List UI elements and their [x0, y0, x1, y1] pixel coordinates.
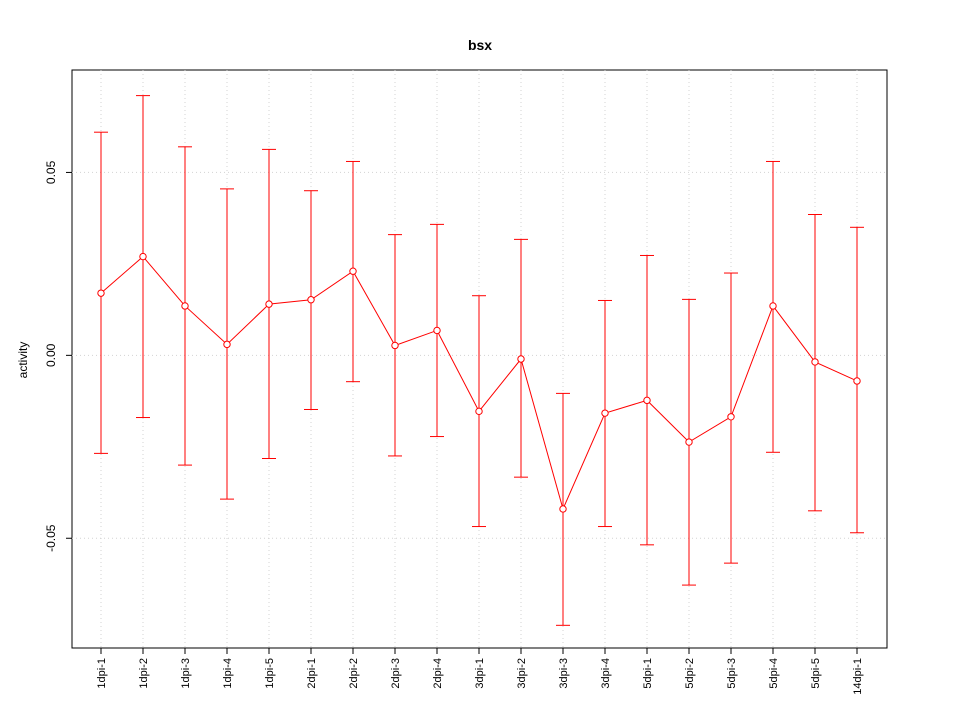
data-point	[307, 296, 315, 304]
series-layer	[94, 95, 864, 626]
data-point	[853, 377, 861, 385]
x-tick-label: 3dpi-3	[558, 658, 570, 689]
x-tick-label: 14dpi-1	[852, 658, 864, 695]
x-tick-label: 5dpi-2	[684, 658, 696, 689]
data-point	[349, 267, 357, 275]
y-tick-label: -0.05	[44, 524, 58, 552]
x-tick-label: 5dpi-4	[768, 658, 780, 689]
x-tick-label: 2dpi-1	[306, 658, 318, 689]
x-tick-label: 2dpi-2	[348, 658, 360, 689]
data-point	[727, 413, 735, 421]
x-tick-label: 5dpi-5	[810, 658, 822, 689]
x-tick-label: 1dpi-5	[264, 658, 276, 689]
x-tick-label: 5dpi-1	[642, 658, 654, 689]
data-point	[685, 438, 693, 446]
y-tick-label: 0.00	[44, 343, 58, 367]
data-point	[139, 252, 147, 261]
x-tick-label: 3dpi-2	[516, 658, 528, 689]
x-tick-label: 3dpi-4	[600, 658, 612, 689]
data-point	[769, 302, 777, 310]
x-tick-label: 1dpi-2	[138, 658, 150, 689]
data-point	[223, 340, 231, 349]
x-tick-label: 1dpi-3	[180, 658, 192, 689]
chart-title: bsx	[468, 37, 492, 53]
data-point	[97, 289, 105, 297]
x-tick-label: 2dpi-3	[390, 658, 402, 689]
data-point	[181, 302, 189, 310]
data-point	[391, 341, 399, 350]
x-tick-label: 1dpi-1	[96, 658, 108, 689]
data-point	[559, 505, 567, 513]
axis-layer: 0.05 0.00 -0.05 1dpi-1 1dpi-2 1dpi-3 1dpi-4 1dp…	[44, 160, 864, 694]
x-tick-label: 5dpi-3	[726, 658, 738, 689]
data-point	[811, 358, 819, 366]
data-point	[601, 409, 609, 417]
x-tick-label: 1dpi-4	[222, 658, 234, 689]
y-tick-label: 0.05	[44, 160, 58, 184]
x-tick-label: 2dpi-4	[432, 658, 444, 689]
y-axis-label: activity	[16, 342, 30, 379]
x-tick-label: 3dpi-1	[474, 658, 486, 689]
data-point	[643, 396, 651, 405]
data-point	[475, 407, 483, 416]
data-point	[517, 355, 525, 363]
data-point	[265, 300, 273, 308]
data-point	[433, 326, 441, 335]
